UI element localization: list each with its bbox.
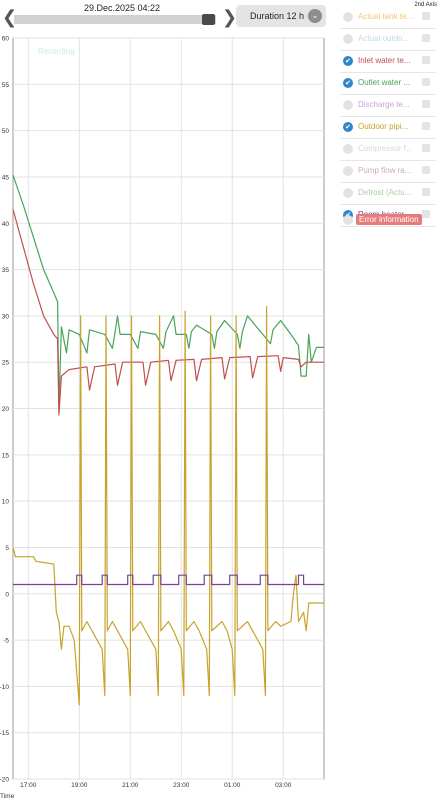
legend-label: Outdoor pipi... <box>358 122 409 131</box>
checkbox-icon[interactable] <box>343 100 353 110</box>
series-line-1 <box>12 174 324 408</box>
y-tick-label: 45 <box>2 174 10 181</box>
checkbox-icon[interactable] <box>343 188 353 198</box>
legend-label: Defrost (Actu... <box>358 188 412 197</box>
y-tick-label: 55 <box>2 82 10 89</box>
checkmark-icon[interactable]: ✔ <box>343 122 353 132</box>
y-tick-label: 40 <box>2 221 10 228</box>
legend-label: Actual outdo... <box>358 34 410 43</box>
time-slider[interactable] <box>14 14 216 25</box>
y-tick-label: -5 <box>3 638 9 645</box>
x-tick-label: 03:00 <box>275 782 292 789</box>
y-tick-label: 30 <box>2 313 10 320</box>
duration-label: Duration 12 h <box>250 11 305 21</box>
second-axis-checkbox[interactable] <box>422 100 430 108</box>
second-axis-checkbox[interactable] <box>422 122 430 130</box>
checkmark-icon[interactable]: ✔ <box>343 56 353 66</box>
legend-item[interactable]: Actual outdo... <box>340 28 436 51</box>
y-tick-label: 15 <box>2 452 10 459</box>
second-axis-checkbox[interactable] <box>422 210 430 218</box>
checkbox-icon[interactable] <box>343 215 353 225</box>
recording-label: Recording <box>38 47 74 56</box>
y-tick-label: 35 <box>2 267 10 274</box>
legend-item[interactable]: Defrost (Actu... <box>340 182 436 205</box>
legend-label: Actual tank te... <box>358 12 414 21</box>
checkbox-icon[interactable] <box>343 166 353 176</box>
slider-handle[interactable] <box>202 14 215 25</box>
line-chart: -20 -15 -10 -5 0 5 10 15 20 25 30 35 40 45 50 55 60 17:00… <box>0 36 325 800</box>
checkbox-icon[interactable] <box>343 12 353 22</box>
x-tick-label: 21:00 <box>122 782 139 789</box>
legend-label: Compressor f... <box>358 144 413 153</box>
error-information-label: Error information <box>356 214 422 225</box>
y-tick-label: 25 <box>2 360 10 367</box>
legend-label: Pump flow ra... <box>358 166 412 175</box>
legend-item[interactable]: Compressor f... <box>340 138 436 161</box>
legend-item[interactable]: Pump flow ra... <box>340 160 436 183</box>
slider-track-fill <box>14 15 216 24</box>
second-axis-checkbox[interactable] <box>422 188 430 196</box>
second-axis-checkbox[interactable] <box>422 56 430 64</box>
legend-label: Outlet water ... <box>358 78 411 87</box>
legend-item[interactable]: Discharge te... <box>340 94 436 117</box>
legend-label: Discharge te... <box>358 100 410 109</box>
second-axis-label: 2nd Axis <box>414 2 437 8</box>
chevron-down-icon[interactable]: ⌄ <box>308 9 322 23</box>
series-line-2 <box>12 209 324 416</box>
chevron-right-icon[interactable]: ❯ <box>222 7 238 28</box>
legend-item[interactable]: ✔ Outdoor pipi... <box>340 116 436 139</box>
chevron-left-icon[interactable]: ❮ <box>2 7 18 28</box>
y-tick-label: -10 <box>0 684 9 691</box>
second-axis-checkbox[interactable] <box>422 144 430 152</box>
date-label: 29.Dec.2025 04:22 <box>84 3 161 13</box>
second-axis-checkbox[interactable] <box>422 34 430 42</box>
x-tick-label: 17:00 <box>20 782 37 789</box>
series-line-3 <box>12 306 324 706</box>
duration-select[interactable]: Duration 12 h ⌄ <box>236 5 326 27</box>
y-tick-label: 60 <box>2 36 10 43</box>
second-axis-checkbox[interactable] <box>422 12 430 20</box>
checkbox-icon[interactable] <box>343 144 353 154</box>
y-tick-label: -15 <box>0 730 9 737</box>
second-axis-checkbox[interactable] <box>422 166 430 174</box>
y-tick-label: 10 <box>2 499 10 506</box>
y-tick-label: -20 <box>0 777 9 784</box>
top-bar: ❮ 29.Dec.2025 04:22 ❯ Duration 12 h ⌄ <box>0 0 335 36</box>
legend-label: Inlet water te... <box>358 56 411 65</box>
x-tick-label: 01:00 <box>224 782 241 789</box>
x-axis-title: Time <box>0 793 15 800</box>
y-tick-label: 5 <box>5 545 9 552</box>
series-line-4 <box>13 574 324 586</box>
checkbox-icon[interactable] <box>343 34 353 44</box>
legend-item[interactable]: Actual tank te... <box>340 6 436 29</box>
chart-area: -20 -15 -10 -5 0 5 10 15 20 25 30 35 40 45 50 55 60 17:00… <box>0 36 330 800</box>
error-information-item[interactable]: Error information <box>340 213 436 227</box>
checkmark-icon[interactable]: ✔ <box>343 78 353 88</box>
y-tick-label: 0 <box>5 591 9 598</box>
legend-item[interactable]: ✔ Outlet water ... <box>340 72 436 95</box>
x-tick-label: 19:00 <box>71 782 88 789</box>
second-axis-checkbox[interactable] <box>422 78 430 86</box>
y-tick-label: 50 <box>2 128 10 135</box>
y-tick-label: 20 <box>2 406 10 413</box>
x-tick-label: 23:00 <box>173 782 190 789</box>
legend-item[interactable]: ✔ Inlet water te... <box>340 50 436 73</box>
